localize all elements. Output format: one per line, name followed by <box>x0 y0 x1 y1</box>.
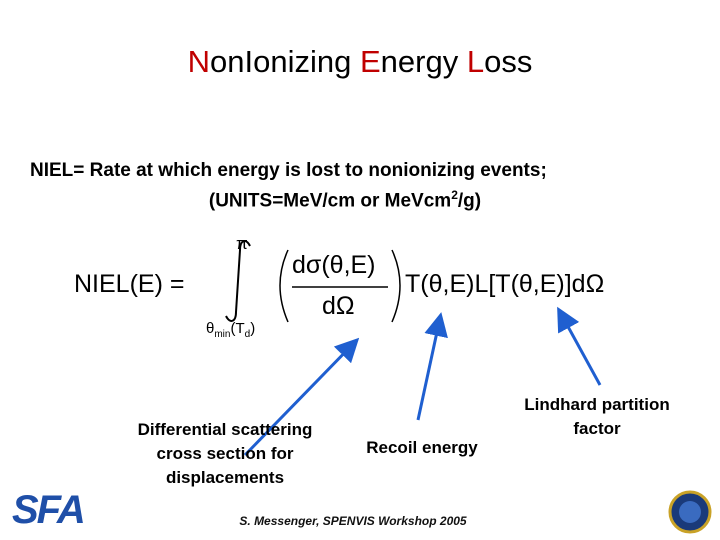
formula-lhs: NIEL(E) = <box>74 270 185 298</box>
label-line: factor <box>573 419 621 438</box>
paren <box>391 249 401 323</box>
units-text: (UNITS=MeV/cm or MeVcm <box>208 190 452 212</box>
definition-term: NIEL= <box>30 160 85 181</box>
arrow <box>557 306 602 386</box>
lower-paren: (T <box>230 320 245 337</box>
title-initial: N <box>187 44 211 79</box>
seal-center <box>679 501 701 523</box>
label-line: Lindhard partition <box>524 395 670 414</box>
label-line: displacements <box>165 468 285 487</box>
title-initial: L <box>466 44 485 79</box>
definition: NIEL= Rate at which energy is lost to no… <box>30 160 547 182</box>
lower-paren: ) <box>250 320 256 337</box>
title-text: onIonizing <box>210 44 360 79</box>
numerator: dσ(θ,E) <box>292 251 376 279</box>
units: (UNITS=MeV/cm or MeVcm2/g) <box>0 188 690 212</box>
title: NonIonizing Energy Loss <box>0 44 720 80</box>
logo: SFA <box>12 488 86 532</box>
lower-sub: d <box>244 329 251 340</box>
lower-sub: min <box>214 329 231 340</box>
lower-theta: θ <box>206 320 215 337</box>
label-differential: Differential scattering cross section for… <box>110 418 340 490</box>
formula-rest: T(θ,E)L[T(θ,E)]dΩ <box>405 270 605 298</box>
units-text: /g) <box>457 190 482 212</box>
denominator: dΩ <box>322 292 355 320</box>
label-line: cross section for <box>156 444 294 463</box>
definition-text: Rate at which energy is lost to nonioniz… <box>89 160 547 181</box>
footer: S. Messenger, SPENVIS Workshop 2005 <box>239 514 467 528</box>
label-lindhard: Lindhard partition factor <box>497 393 697 441</box>
units-sup: 2 <box>451 188 458 202</box>
integral-sign <box>225 240 251 322</box>
integral-lower: θmin(Td) <box>206 320 255 340</box>
title-text: nergy <box>380 44 467 79</box>
paren <box>279 249 289 323</box>
arrow <box>416 312 448 421</box>
title-initial: E <box>359 44 381 79</box>
label-line: Differential scattering <box>137 420 313 439</box>
arrow <box>243 337 360 457</box>
title-text: oss <box>484 44 533 79</box>
label-recoil: Recoil energy <box>366 438 478 457</box>
